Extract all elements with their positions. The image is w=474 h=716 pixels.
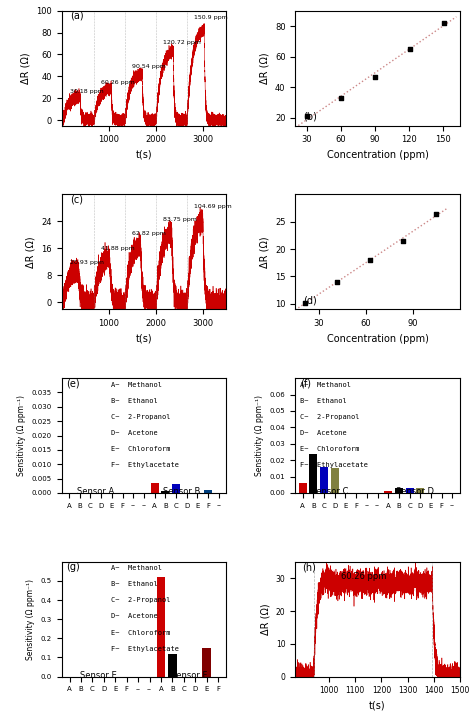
- Text: F~  Ethylacetate: F~ Ethylacetate: [300, 462, 368, 468]
- Text: C~  2-Propanol: C~ 2-Propanol: [111, 414, 171, 420]
- Bar: [168, 654, 177, 677]
- Text: B~  Ethanol: B~ Ethanol: [111, 397, 158, 404]
- Text: E~  Chloroform: E~ Chloroform: [300, 446, 360, 452]
- Point: [372, 71, 379, 82]
- X-axis label: t(s): t(s): [369, 701, 386, 711]
- Text: A~  Methanol: A~ Methanol: [111, 382, 162, 387]
- Text: B~  Ethanol: B~ Ethanol: [300, 397, 347, 404]
- Bar: [395, 488, 403, 493]
- Point: [440, 17, 447, 29]
- Text: F~  Ethylacetate: F~ Ethylacetate: [111, 646, 179, 652]
- Text: (e): (e): [66, 378, 80, 388]
- Text: A~  Methanol: A~ Methanol: [111, 565, 162, 571]
- Y-axis label: Sensitivity (Ω ppm⁻¹): Sensitivity (Ω ppm⁻¹): [17, 395, 26, 476]
- Text: Sensor E: Sensor E: [80, 671, 117, 680]
- Text: 62.82 ppm: 62.82 ppm: [132, 231, 166, 236]
- Point: [301, 297, 308, 309]
- Text: (d): (d): [303, 296, 317, 306]
- Text: (b): (b): [303, 112, 318, 122]
- Bar: [310, 453, 318, 493]
- X-axis label: Concentration (ppm): Concentration (ppm): [327, 150, 428, 160]
- Bar: [331, 468, 339, 493]
- Text: B~  Ethanol: B~ Ethanol: [111, 581, 158, 587]
- Y-axis label: Sensitivity (Ω ppm⁻¹): Sensitivity (Ω ppm⁻¹): [26, 579, 35, 659]
- Text: 20.93 ppm: 20.93 ppm: [70, 260, 104, 265]
- Text: C~  2-Propanol: C~ 2-Propanol: [111, 597, 171, 604]
- Y-axis label: ΔR (Ω): ΔR (Ω): [260, 604, 270, 635]
- Text: D~  Acetone: D~ Acetone: [111, 614, 158, 619]
- Bar: [416, 488, 424, 493]
- Text: D~  Acetone: D~ Acetone: [111, 430, 158, 436]
- Text: (f): (f): [300, 378, 311, 388]
- Text: C~  2-Propanol: C~ 2-Propanol: [300, 414, 360, 420]
- Bar: [384, 491, 392, 493]
- Point: [303, 111, 310, 122]
- Text: (a): (a): [70, 11, 83, 21]
- Bar: [161, 491, 169, 493]
- Text: 60.26 ppm: 60.26 ppm: [101, 80, 135, 85]
- Bar: [204, 490, 212, 493]
- Text: Sensor A: Sensor A: [77, 488, 114, 496]
- Text: 104.69 ppm: 104.69 ppm: [194, 204, 232, 209]
- X-axis label: Concentration (ppm): Concentration (ppm): [327, 334, 428, 344]
- Text: 83.75 ppm: 83.75 ppm: [163, 218, 197, 223]
- Point: [337, 92, 345, 104]
- X-axis label: t(s): t(s): [136, 334, 152, 344]
- Text: Sensor C: Sensor C: [311, 488, 348, 496]
- Text: E~  Chloroform: E~ Chloroform: [111, 446, 171, 452]
- Text: 60.26 ppm: 60.26 ppm: [341, 572, 387, 581]
- Point: [366, 254, 374, 266]
- Y-axis label: ΔR (Ω): ΔR (Ω): [259, 236, 270, 268]
- Text: Sensor D: Sensor D: [396, 488, 434, 496]
- Bar: [151, 483, 159, 493]
- Text: A~  Methanol: A~ Methanol: [300, 382, 351, 387]
- Text: (g): (g): [66, 562, 80, 572]
- Text: 30.18 ppm: 30.18 ppm: [70, 89, 104, 94]
- Text: 120.72 ppm: 120.72 ppm: [163, 39, 201, 44]
- Y-axis label: ΔR (Ω): ΔR (Ω): [259, 52, 269, 84]
- Bar: [406, 488, 414, 493]
- Text: E~  Chloroform: E~ Chloroform: [111, 629, 171, 636]
- Bar: [172, 484, 180, 493]
- Y-axis label: ΔR (Ω): ΔR (Ω): [20, 52, 31, 84]
- Text: 41.88 ppm: 41.88 ppm: [101, 246, 135, 251]
- Text: (c): (c): [70, 195, 83, 205]
- Point: [406, 43, 413, 54]
- Text: Sensor F: Sensor F: [172, 671, 208, 680]
- Bar: [320, 467, 328, 493]
- Text: Sensor B: Sensor B: [163, 488, 200, 496]
- Text: 150.9 ppm: 150.9 ppm: [194, 16, 228, 21]
- Bar: [157, 577, 165, 677]
- Point: [399, 235, 407, 246]
- Point: [334, 276, 341, 288]
- X-axis label: t(s): t(s): [136, 150, 152, 160]
- Text: D~  Acetone: D~ Acetone: [300, 430, 347, 436]
- Text: F~  Ethylacetate: F~ Ethylacetate: [111, 462, 179, 468]
- Point: [432, 208, 439, 219]
- Bar: [202, 648, 211, 677]
- Text: (h): (h): [302, 563, 316, 573]
- Y-axis label: Sensitivity (Ω ppm⁻¹): Sensitivity (Ω ppm⁻¹): [255, 395, 264, 476]
- Text: 90.54 ppm: 90.54 ppm: [132, 64, 166, 69]
- Bar: [299, 483, 307, 493]
- Y-axis label: ΔR (Ω): ΔR (Ω): [26, 236, 36, 268]
